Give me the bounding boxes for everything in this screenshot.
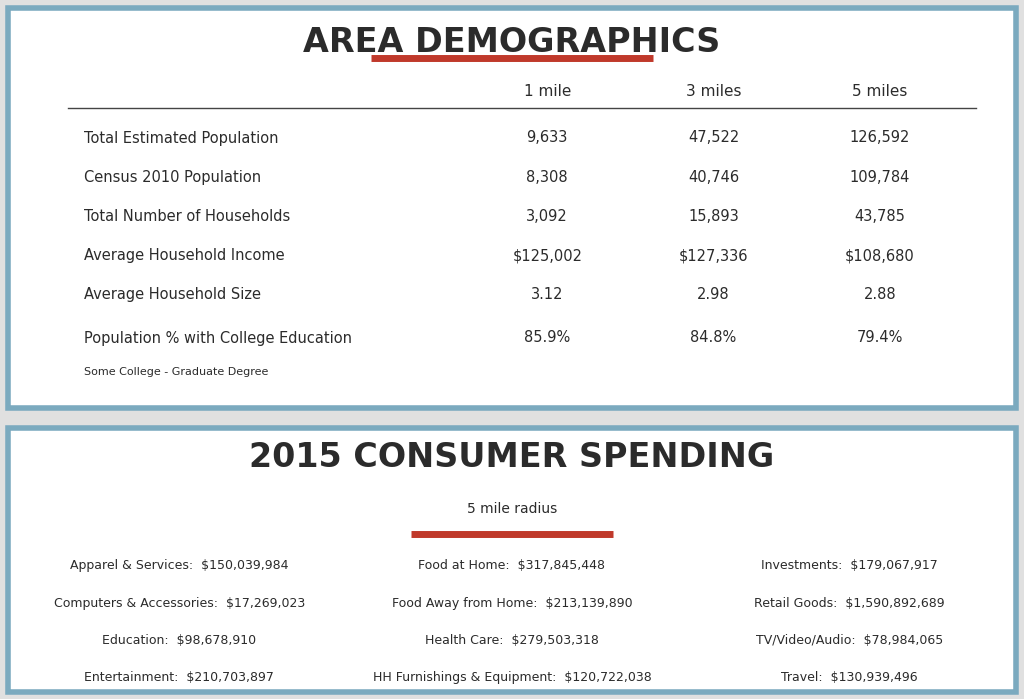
Text: 2015 CONSUMER SPENDING: 2015 CONSUMER SPENDING — [250, 441, 774, 474]
Text: 47,522: 47,522 — [688, 131, 739, 145]
Text: 1 mile: 1 mile — [523, 85, 571, 99]
Text: 2.98: 2.98 — [697, 287, 730, 302]
Text: Investments:  $179,067,917: Investments: $179,067,917 — [761, 559, 938, 572]
Text: Apparel & Services:  $150,039,984: Apparel & Services: $150,039,984 — [70, 559, 289, 572]
Text: TV/Video/Audio:  $78,984,065: TV/Video/Audio: $78,984,065 — [756, 634, 943, 647]
Text: Entertainment:  $210,703,897: Entertainment: $210,703,897 — [84, 671, 274, 684]
Text: 3 miles: 3 miles — [686, 85, 741, 99]
Text: AREA DEMOGRAPHICS: AREA DEMOGRAPHICS — [303, 26, 721, 59]
Text: 109,784: 109,784 — [850, 170, 910, 185]
Text: Travel:  $130,939,496: Travel: $130,939,496 — [781, 671, 918, 684]
Text: 5 miles: 5 miles — [852, 85, 907, 99]
Text: 3,092: 3,092 — [526, 209, 568, 224]
Text: 85.9%: 85.9% — [524, 331, 570, 345]
Text: 43,785: 43,785 — [854, 209, 905, 224]
FancyBboxPatch shape — [8, 8, 1016, 408]
Text: 84.8%: 84.8% — [690, 331, 736, 345]
Text: 3.12: 3.12 — [531, 287, 563, 302]
Text: Average Household Income: Average Household Income — [84, 248, 285, 263]
Text: $127,336: $127,336 — [679, 248, 749, 263]
Text: Some College - Graduate Degree: Some College - Graduate Degree — [84, 367, 268, 377]
Text: 5 mile radius: 5 mile radius — [467, 502, 557, 516]
Text: Retail Goods:  $1,590,892,689: Retail Goods: $1,590,892,689 — [755, 597, 945, 610]
Text: 2.88: 2.88 — [863, 287, 896, 302]
Text: Population % with College Education: Population % with College Education — [84, 331, 351, 345]
Text: Total Number of Households: Total Number of Households — [84, 209, 290, 224]
Text: 8,308: 8,308 — [526, 170, 568, 185]
Text: Food at Home:  $317,845,448: Food at Home: $317,845,448 — [419, 559, 605, 572]
Text: HH Furnishings & Equipment:  $120,722,038: HH Furnishings & Equipment: $120,722,038 — [373, 671, 651, 684]
Text: Computers & Accessories:  $17,269,023: Computers & Accessories: $17,269,023 — [53, 597, 305, 610]
Text: Census 2010 Population: Census 2010 Population — [84, 170, 261, 185]
Text: $108,680: $108,680 — [845, 248, 914, 263]
Text: 40,746: 40,746 — [688, 170, 739, 185]
Text: Total Estimated Population: Total Estimated Population — [84, 131, 279, 145]
Text: 15,893: 15,893 — [688, 209, 739, 224]
Text: Food Away from Home:  $213,139,890: Food Away from Home: $213,139,890 — [392, 597, 632, 610]
Text: Average Household Size: Average Household Size — [84, 287, 260, 302]
Text: $125,002: $125,002 — [512, 248, 583, 263]
Text: Education:  $98,678,910: Education: $98,678,910 — [102, 634, 256, 647]
Text: 9,633: 9,633 — [526, 131, 568, 145]
FancyBboxPatch shape — [8, 428, 1016, 692]
Text: 126,592: 126,592 — [850, 131, 910, 145]
Text: Health Care:  $279,503,318: Health Care: $279,503,318 — [425, 634, 599, 647]
Text: 79.4%: 79.4% — [857, 331, 903, 345]
